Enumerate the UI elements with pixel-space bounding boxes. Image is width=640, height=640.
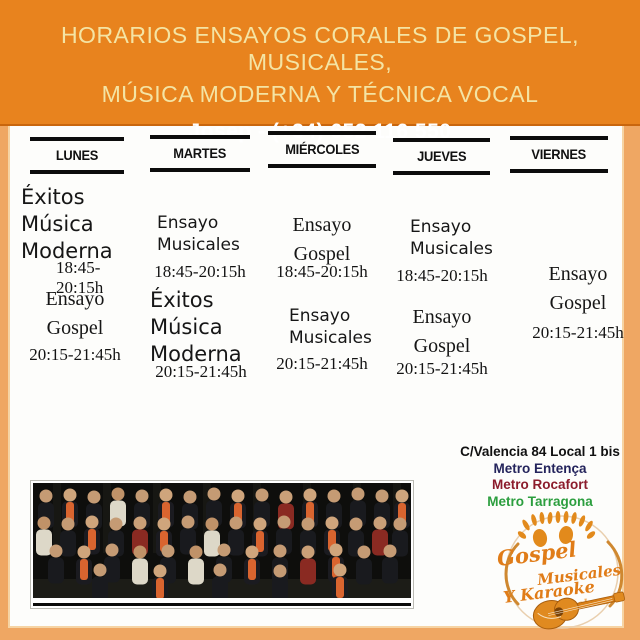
schedule-entry: Éxitos Música Moderna [150,288,242,366]
schedule-entry: Éxitos Música Moderna [21,185,113,263]
schedule-entry: Ensayo Gospel [45,288,105,339]
photo-bottom-rule [33,603,411,606]
left-paren [504,542,520,606]
day-header-miercoles: MIÉRCOLES [268,131,376,168]
entry-time: 20:15-21:45h [532,323,624,342]
entry-time: 20:15-21:45h [276,354,368,373]
choir-photo-art [33,483,411,598]
day-label: MARTES [173,145,227,161]
entry-time: 18:45-20:15h [56,258,104,297]
schedule-entry: Ensayo Musicales [289,306,372,348]
entry-time: 18:45-20:15h [154,262,246,281]
logo-art: Gospel Musicales Y Karaoke Barcelona [496,511,625,630]
day-header-martes: MARTES [150,135,250,172]
schedule-entry: Ensayo Gospel 20:15-21:45h [530,260,626,347]
day-column-lunes: LUNES Éxitos Música Moderna 18:45-20:15h… [10,124,146,404]
day-header-viernes: VIERNES [510,136,608,173]
day-column-jueves: JUEVES Ensayo Musicales 18:45-20:15h Ens… [385,124,499,404]
day-header-jueves: JUEVES [393,138,490,175]
day-column-martes: MARTES Ensayo Musicales 18:45-20:15h Éxi… [142,124,258,404]
entry-time: 18:45-20:15h [276,262,368,281]
location-block: C/Valencia 84 Local 1 bis Metro Entença … [450,444,630,510]
choir-photo [30,480,414,609]
metro-line-tarragona: Metro Tarragona [487,493,593,509]
day-label: JUEVES [416,148,467,164]
metro-line-entenca: Metro Entença [493,460,587,476]
logo-badge: Gospel Musicales Y Karaoke Barcelona [488,508,638,634]
day-label: MIÉRCOLES [284,141,360,157]
schedule-entry: Ensayo Gospel [412,306,472,357]
day-column-miercoles: MIÉRCOLES Ensayo Gospel 18:45-20:15h Ens… [260,124,384,404]
entry-time: 20:15-21:45h [29,345,121,364]
street-address: C/Valencia 84 Local 1 bis [460,444,620,459]
day-column-viernes: VIERNES Ensayo Gospel 20:15-21:45h [502,124,624,404]
day-label: LUNES [55,147,99,163]
day-header-lunes: LUNES [30,137,124,174]
poster-title-line2: MÚSICA MODERNA Y TÉCNICA VOCAL [101,81,539,107]
schedule-entry: Ensayo Musicales [157,213,240,255]
entry-time: 20:15-21:45h [155,362,247,381]
guitar-icon [532,591,625,630]
raised-hands-icon [517,511,596,547]
entry-time: 20:15-21:45h [396,359,488,378]
metro-line-rocafort: Metro Rocafort [491,477,588,492]
poster-title-line1: HORARIOS ENSAYOS CORALES DE GOSPEL, MUSI… [60,22,580,75]
logo-word-gospel: Gospel [496,536,578,571]
day-label: VIERNES [531,146,587,162]
entry-time: 18:45-20:15h [396,266,488,285]
poster-header: HORARIOS ENSAYOS CORALES DE GOSPEL, MUSI… [0,0,640,143]
schedule-entry: Ensayo Musicales [410,217,493,259]
schedule-entry: Ensayo Gospel [292,214,352,265]
